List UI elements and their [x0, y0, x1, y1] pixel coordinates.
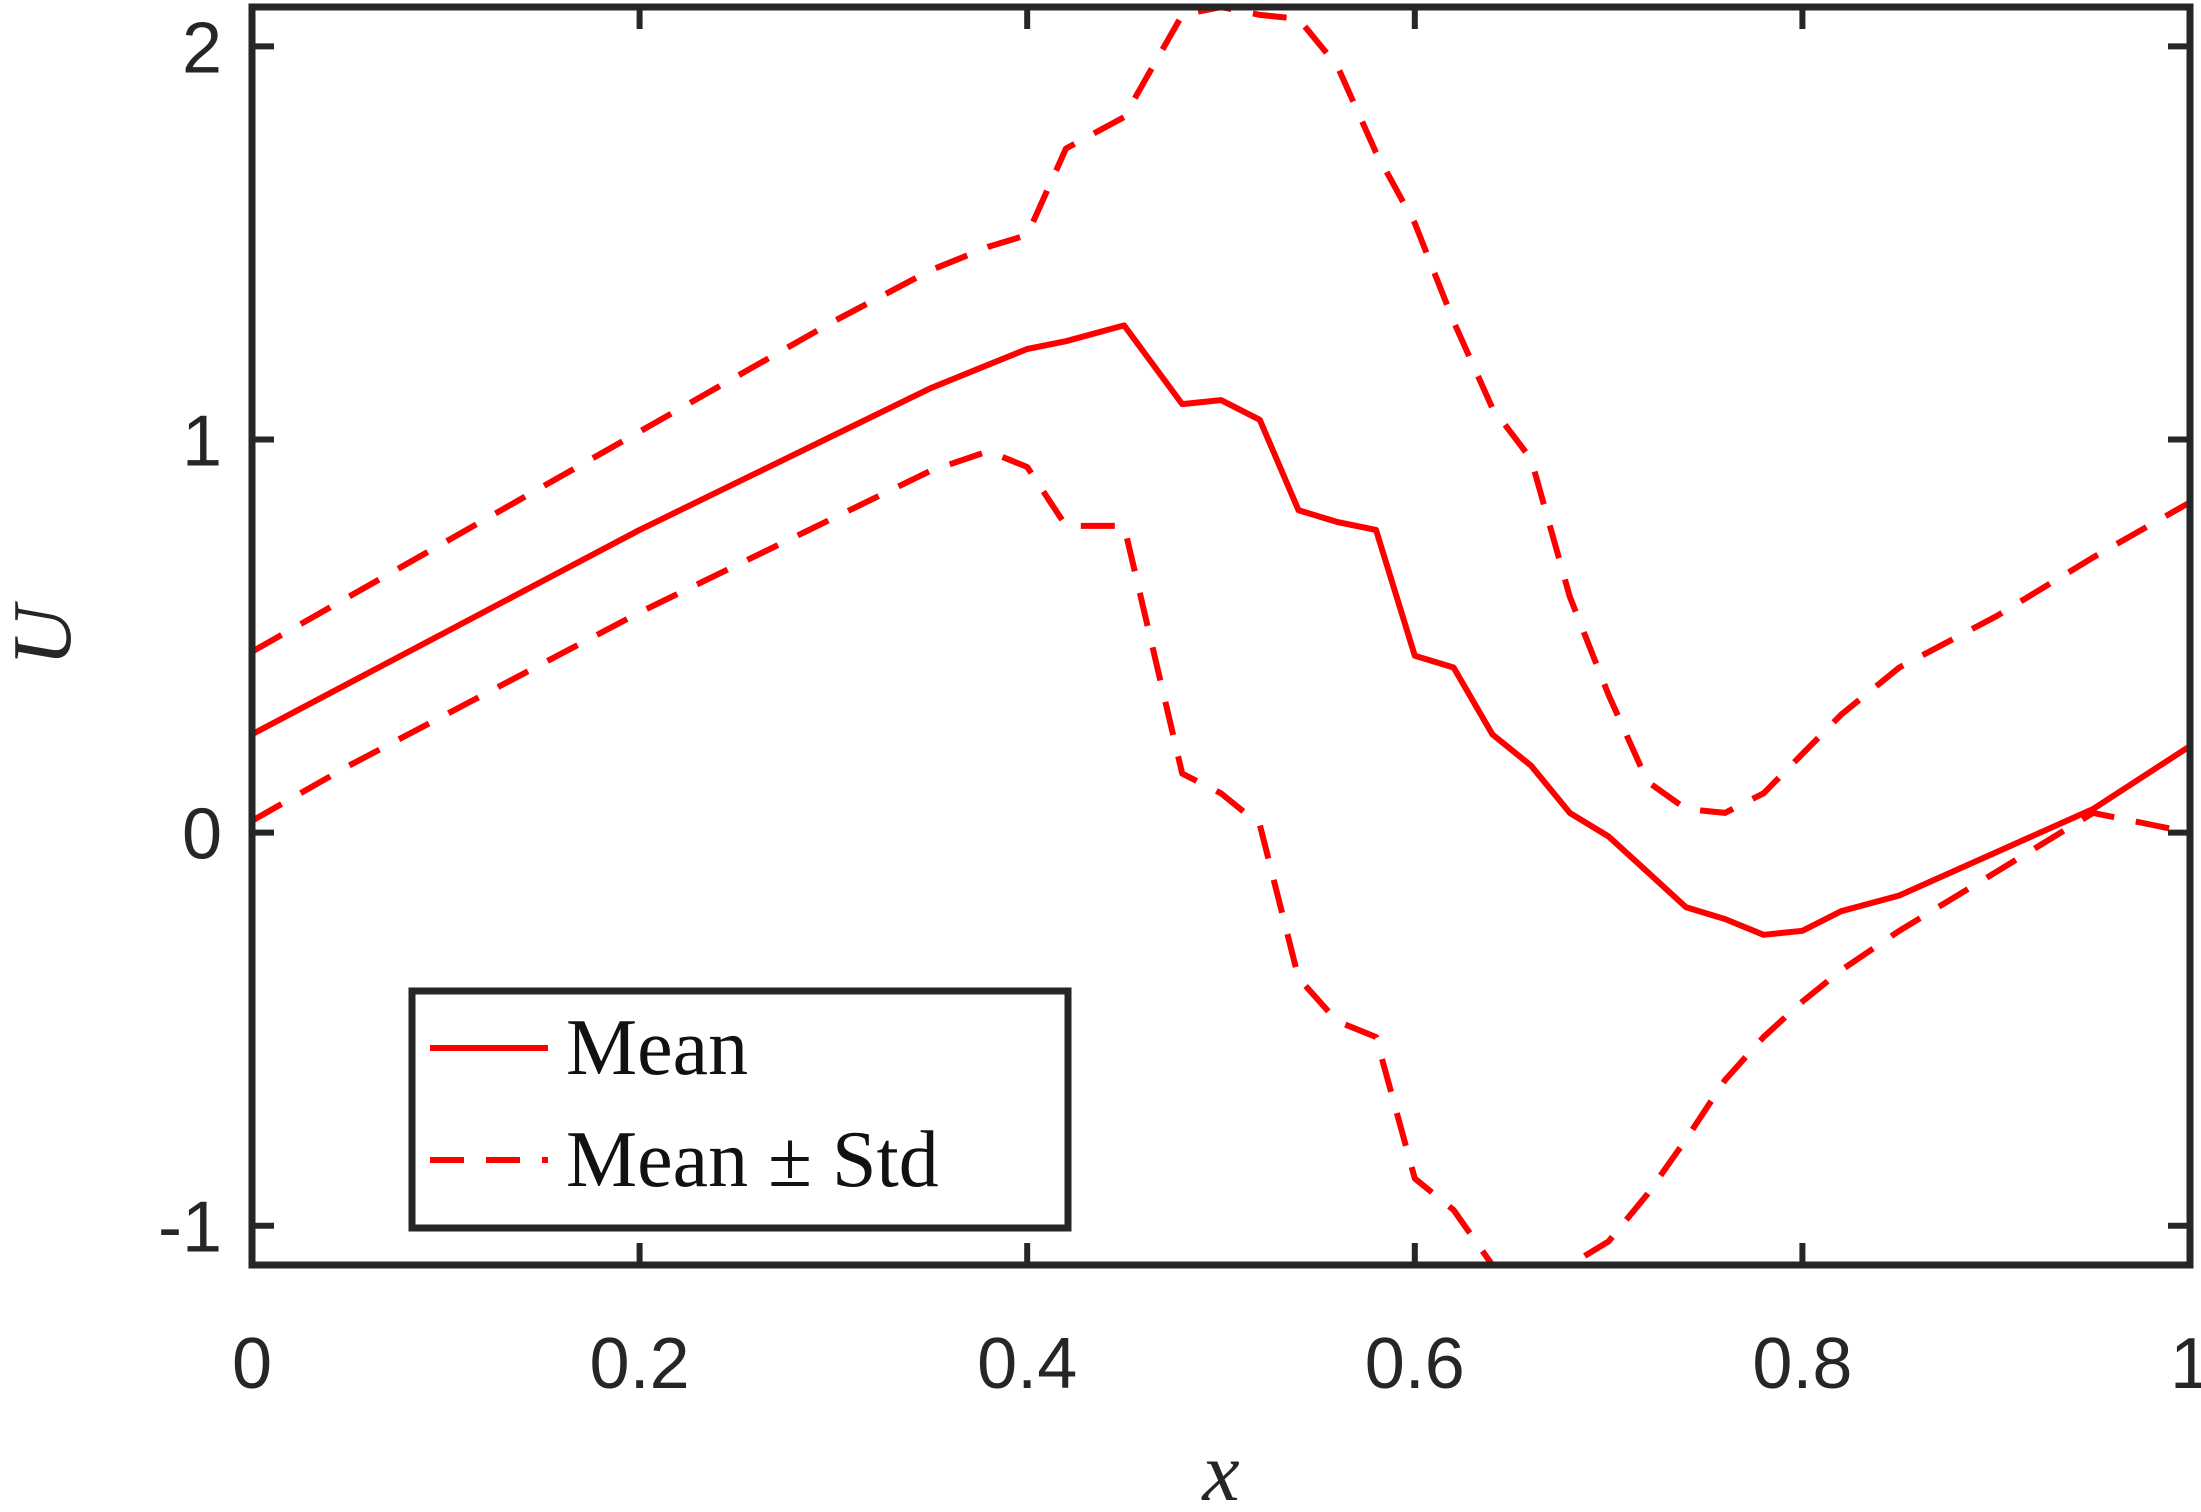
x-axis-label: x	[1200, 1426, 1239, 1512]
x-tick-label: 0.8	[1752, 1324, 1852, 1404]
legend-label-mean-std: Mean ± Std	[566, 1116, 939, 1204]
x-tick-label: 0.4	[977, 1324, 1077, 1404]
y-axis-label: U	[0, 600, 89, 666]
x-tick-label: 0	[232, 1324, 272, 1404]
x-tick-label: 0.2	[590, 1324, 690, 1404]
x-tick-label: 0.6	[1365, 1324, 1465, 1404]
series-line-mean-std	[252, 448, 2190, 1265]
legend-label-mean: Mean	[566, 1004, 748, 1092]
legend: Mean Mean ± Std	[408, 987, 1072, 1232]
y-tick-label: 0	[182, 795, 222, 875]
plot-lines	[252, 7, 2190, 1265]
legend-box	[408, 987, 1072, 1232]
y-tick-label: 1	[182, 401, 222, 481]
x-tick-label: 1	[2170, 1324, 2201, 1404]
series-line-mean	[252, 322, 2190, 938]
plot-frame	[248, 3, 2194, 1269]
y-tick-label: -1	[158, 1188, 222, 1268]
y-tick-label: 2	[182, 8, 222, 88]
